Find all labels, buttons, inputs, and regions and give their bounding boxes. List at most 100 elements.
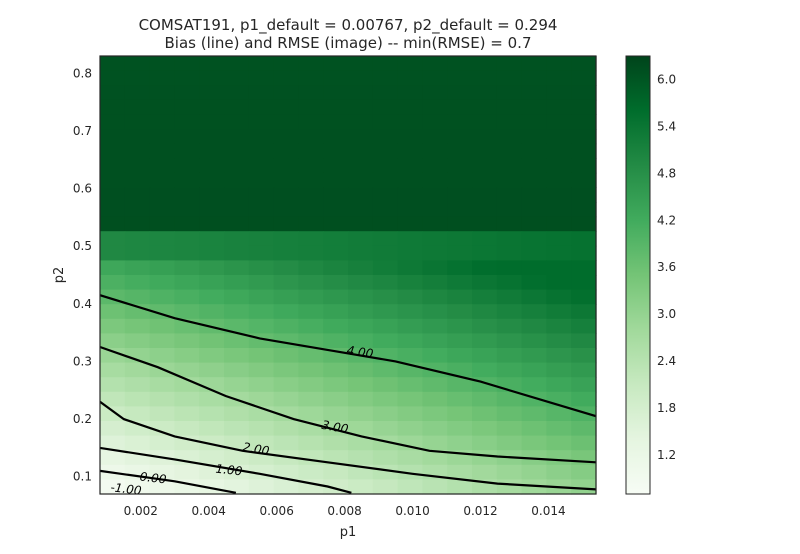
heatmap-cell: [174, 377, 200, 393]
heatmap-cell: [496, 158, 523, 174]
heatmap-cell: [546, 129, 572, 145]
y-tick-label: 0.6: [73, 182, 92, 196]
heatmap-cell: [348, 421, 374, 437]
heatmap-cell: [149, 348, 175, 364]
heatmap-cell: [174, 391, 200, 407]
heatmap-cell: [447, 143, 473, 159]
contour-line: [100, 400, 596, 491]
heatmap-cell: [199, 129, 225, 145]
heatmap-cell: [496, 333, 523, 349]
heatmap-cell: [521, 362, 547, 378]
heatmap-cell: [372, 216, 399, 232]
heatmap-cell: [447, 362, 473, 378]
heatmap-cell: [447, 260, 473, 276]
heatmap-cell: [496, 187, 523, 203]
heatmap-cell: [348, 231, 374, 247]
heatmap-cell: [348, 275, 374, 291]
heatmap-cell: [546, 143, 572, 159]
heatmap-cell: [149, 143, 175, 159]
heatmap-cell: [348, 333, 374, 349]
heatmap-cell: [397, 245, 423, 261]
heatmap-cell: [224, 435, 250, 451]
heatmap-cell: [298, 70, 324, 86]
heatmap-cell: [521, 85, 547, 101]
heatmap-cell: [224, 216, 250, 232]
heatmap-cell: [323, 99, 349, 115]
heatmap-cell: [546, 216, 572, 232]
heatmap-cell: [571, 391, 597, 407]
colorbar-tick-label: 5.4: [657, 119, 676, 133]
contour-label: 1.00: [215, 462, 243, 479]
heatmap-cell: [348, 362, 374, 378]
heatmap-cell: [348, 289, 374, 305]
heatmap-cell: [174, 289, 200, 305]
heatmap-cell: [124, 158, 151, 174]
heatmap-cell: [422, 187, 448, 203]
heatmap-cell: [149, 114, 175, 130]
heatmap-cell: [571, 318, 597, 334]
heatmap-cell: [422, 114, 448, 130]
y-axis-label: p2: [52, 267, 67, 284]
heatmap-cell: [174, 421, 200, 437]
heatmap-cell: [124, 187, 151, 203]
heatmap-cell: [224, 114, 250, 130]
heatmap-cell: [174, 260, 200, 276]
heatmap-cells: [100, 56, 597, 495]
heatmap-cell: [248, 129, 275, 145]
heatmap-cell: [546, 172, 572, 188]
heatmap-cell: [298, 348, 324, 364]
heatmap-cell: [546, 289, 572, 305]
heatmap-cell: [546, 85, 572, 101]
heatmap-cell: [422, 70, 448, 86]
heatmap-cell: [447, 318, 473, 334]
heatmap-cell: [348, 56, 374, 72]
heatmap-cell: [100, 391, 126, 407]
heatmap-cell: [348, 85, 374, 101]
heatmap-cell: [397, 450, 423, 466]
heatmap-cell: [323, 114, 349, 130]
heatmap-cell: [372, 333, 399, 349]
heatmap-cell: [348, 245, 374, 261]
heatmap-cell: [496, 304, 523, 320]
heatmap-cell: [422, 172, 448, 188]
heatmap-cell: [323, 406, 349, 422]
heatmap-cell: [124, 406, 151, 422]
x-tick-label: 0.008: [327, 504, 361, 518]
heatmap-cell: [521, 129, 547, 145]
heatmap-cell: [571, 216, 597, 232]
x-axis-ticks: 0.002 0.004 0.006 0.008 0.010 0.012 0.014: [124, 504, 566, 518]
heatmap-cell: [100, 187, 126, 203]
heatmap-cell: [372, 362, 399, 378]
heatmap-cell: [422, 231, 448, 247]
heatmap-cell: [323, 275, 349, 291]
heatmap-cell: [100, 377, 126, 393]
heatmap-cell: [397, 289, 423, 305]
heatmap-cell: [372, 114, 399, 130]
heatmap-cell: [496, 318, 523, 334]
heatmap-cell: [472, 99, 498, 115]
heatmap-cell: [422, 99, 448, 115]
heatmap-cell: [372, 99, 399, 115]
heatmap-cell: [124, 289, 151, 305]
heatmap-cell: [546, 435, 572, 451]
heatmap-cell: [149, 275, 175, 291]
heatmap-cell: [571, 99, 597, 115]
heatmap-cell: [273, 231, 299, 247]
heatmap-cell: [174, 348, 200, 364]
heatmap-cell: [422, 275, 448, 291]
heatmap-cell: [397, 406, 423, 422]
heatmap-cell: [496, 85, 523, 101]
heatmap-cell: [521, 421, 547, 437]
heatmap-cell: [298, 362, 324, 378]
heatmap-cell: [496, 275, 523, 291]
heatmap-cell: [149, 129, 175, 145]
heatmap-cell: [323, 318, 349, 334]
heatmap-cell: [447, 391, 473, 407]
heatmap-cell: [298, 187, 324, 203]
heatmap-cell: [199, 216, 225, 232]
heatmap-cell: [571, 172, 597, 188]
heatmap-cell: [397, 377, 423, 393]
heatmap-cell: [447, 464, 473, 480]
heatmap-cell: [348, 260, 374, 276]
heatmap-cell: [298, 85, 324, 101]
